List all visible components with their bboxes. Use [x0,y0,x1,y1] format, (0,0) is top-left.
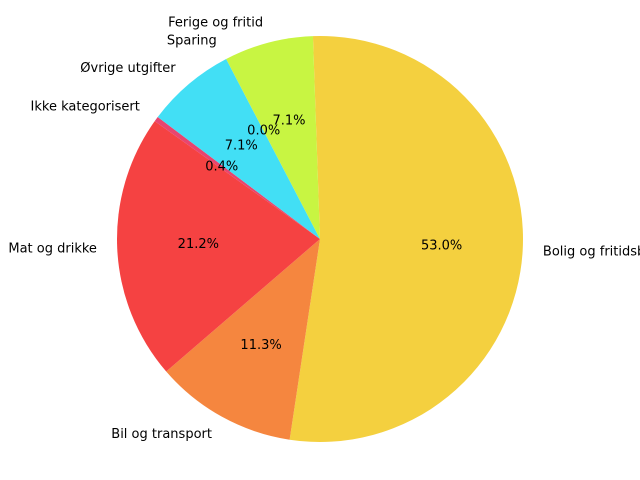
slice-percent-vrige-utgifter: 7.1% [225,139,258,154]
slice-label-mat-og-drikke: Mat og drikke [8,242,97,257]
pie-slice-vrige-utgifter [157,58,320,239]
slice-percent-ferige-og-fritid: 7.1% [272,114,305,129]
slice-percent-bil-og-transport: 11.3% [240,338,281,353]
slice-percent-bolig-og-fritidsbolig: 53.0% [421,239,462,254]
pie-labels: Bolig og fritidsbolig 53.0% Bil og transpo… [8,16,640,442]
slice-label-bolig-og-fritidsbolig: Bolig og fritidsbolig [543,244,640,259]
slice-percent-mat-og-drikke: 21.2% [178,237,219,252]
slice-label-vrige-utgifter: Øvrige utgifter [80,61,176,76]
pie-slice-ikke-kategorisert [154,117,320,239]
slice-percent-sparing: 0.0% [247,123,280,138]
pie-slice-mat-og-drikke [117,121,321,372]
slice-label-bil-og-transport: Bil og transport [111,427,212,442]
pie-slice-bolig-og-fritidsbolig [289,35,524,442]
pie-slices [117,35,524,442]
pie-slice-ferige-og-fritid [226,36,320,240]
slice-label-sparing: Sparing [167,33,217,48]
pie-slice-bil-og-transport [166,239,320,440]
slice-label-ferige-og-fritid: Ferige og fritid [168,16,263,31]
slice-percent-ikke-kategorisert: 0.4% [205,160,238,175]
slice-label-ikke-kategorisert: Ikke kategorisert [31,100,140,115]
